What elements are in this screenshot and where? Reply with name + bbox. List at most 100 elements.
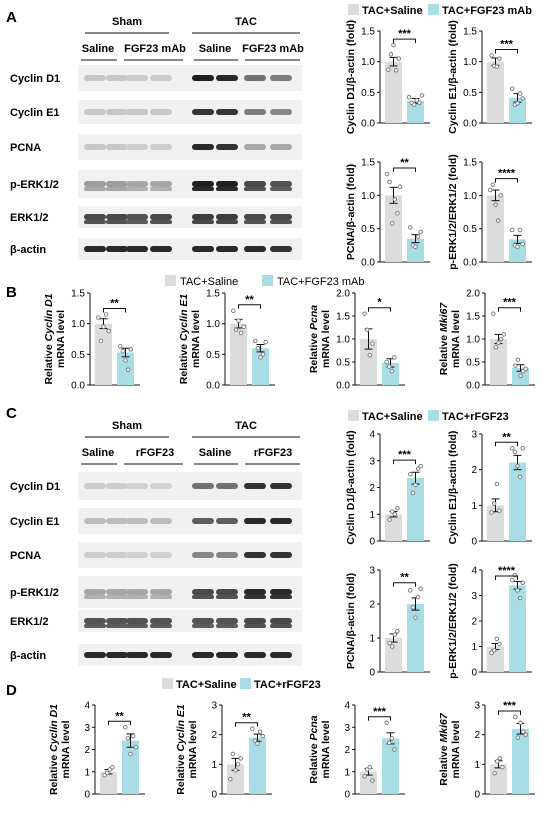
y-tick-label: 0.5 <box>336 358 350 369</box>
significance-bracket <box>108 720 131 726</box>
y-tick-label: 1.5 <box>71 289 85 300</box>
data-point <box>362 773 367 779</box>
blot-band <box>84 589 106 595</box>
y-tick-label: 4 <box>369 430 375 441</box>
data-point <box>408 225 413 230</box>
data-point <box>419 93 425 98</box>
blot-band <box>244 109 266 115</box>
blot-band-lower <box>216 187 238 191</box>
blot-band <box>106 618 128 624</box>
legend-a: TAC+Saline TAC+FGF23 mAb <box>348 4 532 17</box>
data-point <box>362 311 367 316</box>
significance-bracket <box>498 710 521 715</box>
data-point <box>489 650 494 656</box>
bar-treatment <box>382 738 399 794</box>
blot-band <box>150 518 172 524</box>
y-tick-label: 2 <box>369 483 375 494</box>
data-point <box>520 96 525 101</box>
bar-saline <box>385 61 402 123</box>
data-point <box>491 501 497 506</box>
y-axis-label-gene: Mki67 <box>438 302 450 332</box>
blot-row-label: p-ERK1/2 <box>10 587 59 599</box>
y-tick-label: 0.5 <box>463 224 477 235</box>
y-axis-label-prefix: Relative <box>178 341 190 384</box>
data-point <box>491 311 496 316</box>
y-axis-label: p-ERK1/2/ERK1/2 (fold) <box>447 563 459 679</box>
blot-band <box>192 518 214 524</box>
y-tick-label: 4 <box>84 701 90 712</box>
blot-c-lane-1: Saline <box>82 447 114 459</box>
blot-c-group-sham: Sham <box>112 420 142 432</box>
blot-band <box>84 246 106 252</box>
y-tick-label: 1.0 <box>361 191 375 202</box>
data-point <box>488 187 493 193</box>
blot-band-lower <box>192 187 214 191</box>
data-point <box>110 765 115 770</box>
y-tick-label: 1 <box>344 767 350 778</box>
data-point <box>493 202 498 207</box>
significance-label: ** <box>400 157 409 169</box>
data-point <box>415 594 421 600</box>
blot-band <box>150 483 172 489</box>
bar-saline <box>385 514 402 541</box>
blot-row-a-3: PCNA <box>10 134 302 160</box>
y-axis-label-line2: mRNA level <box>55 310 67 368</box>
y-axis-label-gene: Mki67 <box>438 712 450 742</box>
bar-treatment <box>512 728 529 794</box>
blot-a-lane-1: Saline <box>82 43 114 55</box>
y-tick-label: 2.0 <box>336 289 350 300</box>
blot-band <box>216 181 238 187</box>
y-tick-label: 1 <box>369 634 375 645</box>
data-point <box>389 736 395 741</box>
blot-band-lower <box>244 595 266 599</box>
y-tick-label: 0 <box>84 790 90 801</box>
data-point <box>370 778 375 783</box>
data-point <box>96 315 101 320</box>
y-axis-label-line2: mRNA level <box>187 720 199 778</box>
blot-row-c-4: p-ERK1/2 <box>10 576 302 608</box>
data-point <box>515 357 521 362</box>
blot-band <box>270 246 292 252</box>
blot-band <box>192 483 214 489</box>
blot-band <box>150 652 172 658</box>
blot-band <box>150 109 172 115</box>
significance-label: ** <box>242 712 251 724</box>
y-tick-label: 1.5 <box>206 289 220 300</box>
significance-label: * <box>377 297 382 309</box>
y-tick-label: 0 <box>471 537 477 548</box>
bar-saline <box>487 195 504 262</box>
blot-band <box>84 483 106 489</box>
y-axis-label-prefix: Relative <box>48 752 60 795</box>
blot-band <box>84 109 106 115</box>
data-point <box>389 221 395 226</box>
bar-saline <box>490 764 507 794</box>
data-point <box>252 738 258 743</box>
blot-band-lower <box>106 624 128 628</box>
blot-band <box>192 181 214 187</box>
blot-band <box>270 109 292 115</box>
blot-band <box>244 652 266 658</box>
data-point <box>388 52 394 57</box>
y-axis-label-line2: mRNA level <box>190 310 202 368</box>
blot-band-lower <box>192 595 214 599</box>
blot-band <box>126 144 148 150</box>
data-point <box>517 91 523 96</box>
blot-band <box>192 618 214 624</box>
blot-band-lower <box>216 595 238 599</box>
blot-row-label: Cyclin D1 <box>10 481 60 493</box>
data-point <box>238 756 243 761</box>
blot-band <box>106 483 128 489</box>
blot-band <box>216 589 238 595</box>
significance-bracket <box>368 716 391 721</box>
y-tick-label: 1.0 <box>463 191 477 202</box>
y-tick-label: 3 <box>471 430 477 441</box>
panel-label-c: C <box>6 405 17 422</box>
blot-band <box>84 214 106 220</box>
y-axis-label: Relative Mki67 <box>438 712 450 786</box>
blot-band-lower <box>126 624 148 628</box>
data-point <box>497 756 503 761</box>
y-tick-label: 1.5 <box>463 158 477 169</box>
blot-band <box>270 144 292 150</box>
blot-band <box>106 75 128 81</box>
